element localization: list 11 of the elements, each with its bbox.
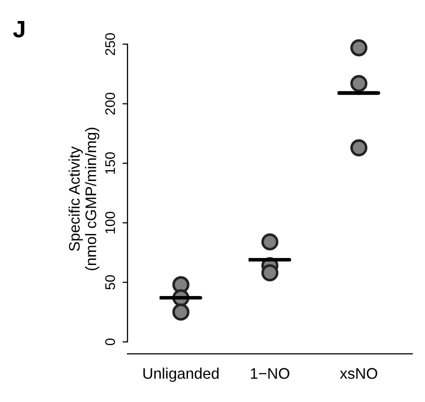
chart-title: J bbox=[13, 20, 24, 38]
y-tick-label: 0 bbox=[105, 338, 116, 346]
y-tick-label: 50 bbox=[105, 275, 116, 290]
y-tick-label: 200 bbox=[105, 92, 116, 115]
y-tick-label: 150 bbox=[105, 152, 116, 174]
y-tick-label: 100 bbox=[105, 212, 116, 234]
y-tick-label: 250 bbox=[105, 33, 116, 56]
x-tick-label: xsNO bbox=[340, 368, 378, 379]
x-tick-label: 1−NO bbox=[250, 368, 290, 379]
x-tick-label: Unliganded bbox=[143, 368, 219, 382]
y-axis-title: Specific Activity (nmol cGMP/min/mg) bbox=[68, 128, 100, 270]
